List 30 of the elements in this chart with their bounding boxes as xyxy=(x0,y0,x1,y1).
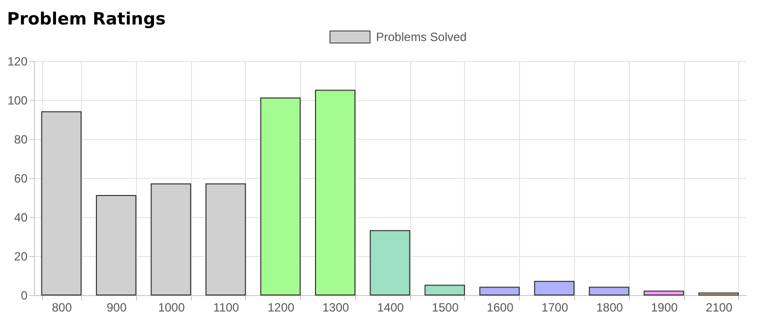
x-tick-label: 1400 xyxy=(377,300,404,314)
bar xyxy=(370,230,410,296)
x-tick-label: 900 xyxy=(106,300,127,314)
bar xyxy=(315,90,356,296)
x-tick-label: 800 xyxy=(52,300,72,314)
x-tick-label: 2100 xyxy=(706,300,733,314)
x-tick-label: 1900 xyxy=(650,300,678,314)
x-tick-label: 1300 xyxy=(322,300,350,314)
y-tick-label: 100 xyxy=(7,94,28,108)
x-tick-label: 1600 xyxy=(486,300,514,314)
bar xyxy=(588,286,630,296)
x-tick-label: 1800 xyxy=(596,300,624,314)
bar xyxy=(534,280,575,296)
legend-label: Problems Solved xyxy=(376,30,467,44)
y-tick-label: 80 xyxy=(14,132,28,146)
x-tick-label: 1100 xyxy=(213,300,240,314)
y-tick-label: 120 xyxy=(7,54,28,68)
y-tick-label: 20 xyxy=(14,250,28,264)
x-tick-label: 1500 xyxy=(432,300,459,314)
y-tick-label: 60 xyxy=(14,172,28,186)
bar xyxy=(424,284,465,296)
y-tick-label: 40 xyxy=(14,210,28,224)
x-tick-label: 1200 xyxy=(268,300,295,314)
bar xyxy=(644,290,684,296)
chart-title: Problem Ratings xyxy=(6,10,166,30)
bar xyxy=(260,98,301,296)
x-tick-label: 1000 xyxy=(158,300,186,314)
bar xyxy=(479,286,520,296)
x-tick-label: 1700 xyxy=(541,300,568,314)
y-tick-label: 0 xyxy=(20,288,28,302)
